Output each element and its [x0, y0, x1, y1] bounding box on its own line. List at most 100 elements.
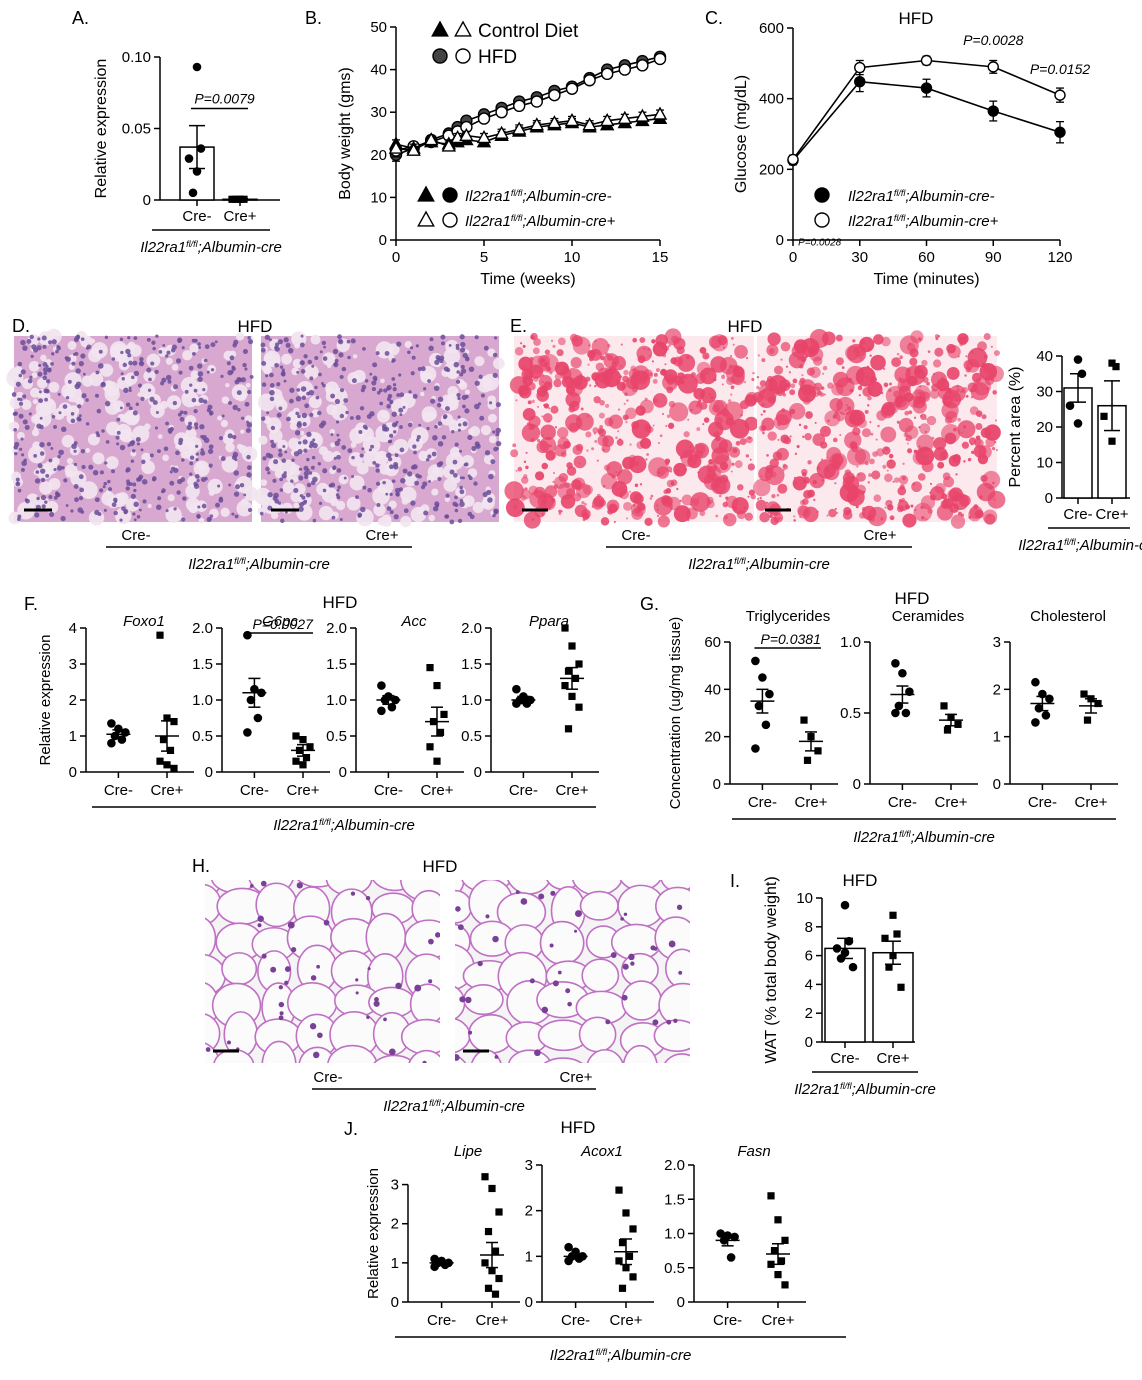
legend-marker-circle-open — [455, 48, 471, 64]
subplot-title: Lipe — [454, 1143, 482, 1160]
nucleus — [142, 499, 147, 504]
panel-label: F. — [24, 594, 38, 614]
adipocyte — [211, 880, 258, 894]
data-point — [299, 761, 307, 769]
nucleus — [245, 428, 251, 434]
x-tick-label: 10 — [564, 249, 581, 266]
lipid-droplet — [657, 441, 661, 445]
lipid-droplet — [750, 493, 756, 500]
nucleus — [391, 377, 396, 381]
lipid-vacuole — [289, 464, 301, 476]
adipocyte — [408, 1049, 440, 1063]
nucleus — [311, 455, 316, 460]
lipid-vacuole — [121, 413, 131, 423]
nucleus — [122, 362, 128, 368]
nucleus — [236, 390, 242, 396]
lipid-droplet — [930, 371, 947, 388]
nucleus — [227, 433, 233, 439]
data-point — [488, 1267, 496, 1275]
nucleus — [132, 482, 137, 487]
nucleus — [347, 355, 351, 360]
data-point — [889, 952, 897, 960]
nucleus — [355, 415, 361, 421]
lipid-droplet — [862, 386, 873, 397]
y-axis-label: Concentration (ug/mg tissue) — [667, 617, 684, 810]
lipid-droplet — [631, 421, 640, 430]
y-axis-label: WAT (% total body weight) — [763, 876, 780, 1063]
nucleus — [128, 360, 133, 366]
nucleus — [461, 476, 465, 480]
nucleus — [45, 473, 50, 478]
nucleus — [177, 478, 183, 485]
nucleus — [312, 438, 316, 442]
lipid-droplet — [652, 341, 668, 357]
y-tick-label: 0 — [143, 192, 151, 209]
lipid-droplet — [676, 487, 679, 491]
lipid-droplet — [867, 395, 872, 401]
subplot-title: G6pc — [262, 613, 298, 630]
nucleus — [20, 467, 25, 472]
nucleus — [73, 462, 78, 467]
nucleus — [240, 416, 245, 420]
lipid-droplet — [921, 460, 934, 473]
lipid-droplet — [761, 358, 766, 363]
lipid-droplet — [805, 411, 813, 419]
lipid-vacuole — [346, 496, 361, 511]
legend-marker-circle-filled — [814, 187, 830, 203]
nucleus — [79, 487, 85, 493]
data-point — [1054, 89, 1066, 101]
nucleus — [297, 421, 302, 426]
nucleus — [51, 352, 55, 356]
lipid-droplet — [785, 365, 789, 368]
data-point — [170, 764, 178, 772]
nucleus — [409, 346, 414, 350]
y-tick-label: 1 — [69, 728, 77, 745]
image-label-right: Cre+ — [560, 1069, 593, 1086]
nucleus — [207, 448, 214, 455]
nucleus — [133, 370, 140, 377]
lipid-droplet — [889, 459, 893, 463]
lipid-droplet — [772, 451, 783, 461]
nucleus — [24, 424, 30, 430]
nucleus — [80, 337, 85, 341]
nucleus — [475, 443, 481, 449]
lipid-vacuole — [257, 507, 266, 515]
lipid-vacuole — [8, 511, 22, 525]
data-point — [777, 1257, 786, 1265]
nucleus — [228, 483, 232, 487]
data-point — [940, 702, 948, 710]
nucleus — [244, 367, 248, 371]
nucleus — [341, 366, 347, 372]
nucleus — [381, 424, 387, 429]
nucleus — [155, 334, 159, 338]
nucleus — [30, 354, 34, 359]
adipocyte — [664, 948, 690, 989]
nucleus — [189, 461, 194, 466]
nucleus — [359, 453, 364, 458]
data-point — [561, 682, 569, 690]
nucleus — [99, 488, 104, 493]
data-point — [494, 125, 509, 139]
lipid-vacuole — [488, 413, 497, 423]
lipid-droplet — [581, 501, 585, 505]
lipid-vacuole — [356, 462, 369, 475]
nucleus — [334, 398, 341, 405]
nucleus — [295, 395, 302, 402]
lipid-droplet — [756, 375, 760, 379]
nucleus — [61, 466, 65, 470]
nucleus — [303, 354, 308, 359]
lipid-droplet — [666, 386, 674, 394]
nucleus — [92, 469, 99, 476]
lipid-droplet — [893, 390, 901, 398]
nucleus — [94, 497, 100, 503]
nucleus — [246, 389, 252, 395]
nucleus — [317, 410, 322, 416]
data-point — [561, 624, 569, 632]
stromal-nucleus — [574, 910, 582, 918]
nucleus — [85, 398, 89, 402]
legend-genotype-label: Il22ra1fl/fl;Albumin-cre+ — [848, 213, 999, 230]
lipid-droplet — [782, 393, 787, 397]
data-point — [767, 1260, 775, 1268]
